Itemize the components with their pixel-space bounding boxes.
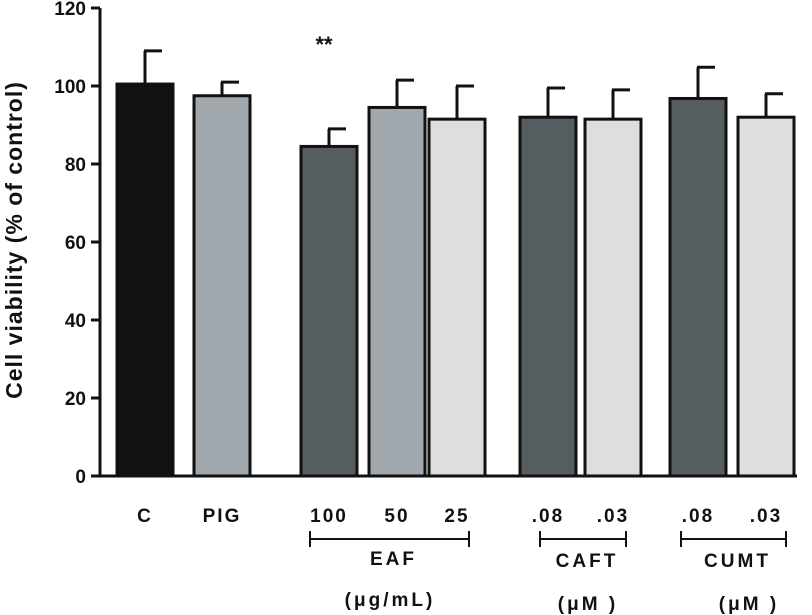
- y-tick-label: 100: [54, 77, 86, 98]
- bar-8: [736, 115, 796, 478]
- x-tick-label: .03: [750, 506, 782, 527]
- y-tick-label: 20: [65, 389, 86, 410]
- bar-4: [427, 117, 487, 478]
- bar-0: [115, 82, 175, 478]
- bar-6: [583, 117, 643, 478]
- annotations: **: [315, 32, 333, 57]
- group-label: EAF: [370, 549, 417, 570]
- x-tick-label: .08: [682, 506, 714, 527]
- bar-7: [668, 96, 728, 478]
- bar-1: [192, 94, 252, 478]
- x-tick-label: .03: [597, 506, 629, 527]
- bars: [115, 49, 796, 478]
- bar-2: [299, 144, 359, 478]
- y-tick-label: 120: [54, 0, 86, 20]
- category-groups: EAF (μg/mL) CAFT (μM ) CUMT (μM ): [309, 531, 787, 615]
- y-axis: 0 20 40 60 80 100 120: [54, 0, 102, 488]
- bar-5: [518, 115, 578, 478]
- group-unit-label: (μM ): [719, 594, 779, 615]
- x-tick-label: PIG: [203, 506, 242, 527]
- y-tick-label: 60: [65, 233, 86, 254]
- group-label: CAFT: [556, 551, 619, 572]
- x-tick-label: C: [137, 506, 153, 527]
- x-tick-label: 50: [384, 506, 409, 527]
- x-axis: C PIG 100 50 25 .08 .03 .08 .03: [91, 474, 797, 527]
- y-tick-label: 40: [65, 311, 86, 332]
- group-label: CUMT: [704, 551, 771, 572]
- x-tick-label: 100: [310, 506, 348, 527]
- group-unit-label: (μM ): [558, 594, 618, 615]
- y-axis-label: Cell viability (% of control): [1, 81, 27, 399]
- y-tick-label: 0: [75, 467, 86, 488]
- significance-marker: **: [315, 32, 333, 57]
- y-tick-label: 80: [65, 155, 86, 176]
- bar-3: [367, 105, 427, 478]
- x-tick-label: .08: [532, 506, 564, 527]
- x-tick-label: 25: [444, 506, 469, 527]
- group-unit-label: (μg/mL): [345, 590, 436, 611]
